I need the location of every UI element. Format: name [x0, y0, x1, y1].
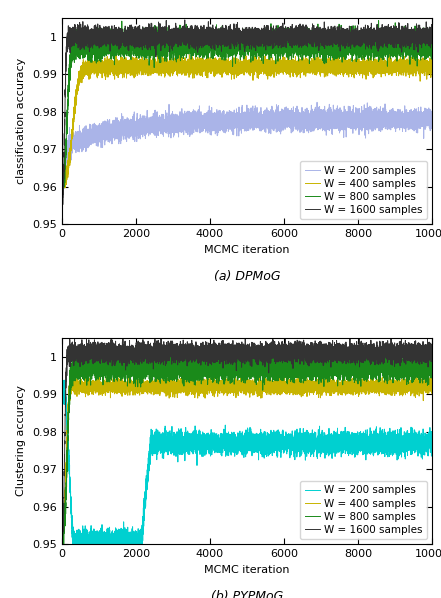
W = 800 samples	[240, 47, 246, 54]
Line: W = 400 samples: W = 400 samples	[62, 50, 432, 190]
W = 200 samples	[61, 176, 66, 183]
W = 400 samples	[132, 63, 137, 70]
W = 200 samples	[61, 398, 66, 405]
W = 400 samples	[81, 379, 86, 386]
W = 800 samples	[430, 373, 435, 380]
W = 400 samples	[163, 370, 168, 377]
W = 400 samples	[240, 65, 246, 72]
W = 400 samples	[61, 526, 66, 533]
W = 1600 samples	[75, 345, 80, 352]
W = 800 samples	[132, 365, 137, 372]
W = 800 samples	[430, 42, 435, 49]
W = 1600 samples	[430, 353, 435, 361]
W = 1600 samples	[410, 342, 415, 349]
W = 1600 samples	[240, 359, 246, 367]
Line: W = 800 samples: W = 800 samples	[62, 347, 432, 549]
W = 200 samples	[240, 114, 246, 121]
Legend: W = 200 samples, W = 400 samples, W = 800 samples, W = 1600 samples: W = 200 samples, W = 400 samples, W = 80…	[300, 481, 427, 539]
W = 400 samples	[60, 536, 66, 544]
W = 400 samples	[81, 65, 86, 72]
Text: (a) DPMoG: (a) DPMoG	[214, 270, 280, 283]
Line: W = 200 samples: W = 200 samples	[62, 380, 432, 556]
W = 1600 samples	[81, 37, 86, 44]
W = 200 samples	[430, 112, 435, 120]
W = 800 samples	[59, 178, 64, 185]
Line: W = 200 samples: W = 200 samples	[62, 102, 432, 205]
W = 200 samples	[240, 434, 246, 441]
W = 1600 samples	[132, 347, 137, 355]
Y-axis label: Clustering accuracy: Clustering accuracy	[16, 386, 26, 496]
Line: W = 400 samples: W = 400 samples	[62, 374, 432, 540]
W = 200 samples	[81, 133, 86, 141]
W = 1600 samples	[61, 170, 66, 178]
W = 200 samples	[112, 553, 117, 560]
W = 400 samples	[276, 46, 281, 53]
W = 1600 samples	[61, 502, 66, 509]
W = 800 samples	[410, 370, 415, 377]
W = 200 samples	[410, 108, 415, 115]
W = 800 samples	[59, 534, 64, 541]
Line: W = 1600 samples: W = 1600 samples	[62, 336, 432, 548]
W = 800 samples	[75, 39, 80, 46]
W = 800 samples	[240, 365, 246, 372]
W = 800 samples	[60, 192, 65, 199]
W = 200 samples	[132, 122, 137, 129]
Legend: W = 200 samples, W = 400 samples, W = 800 samples, W = 1600 samples: W = 200 samples, W = 400 samples, W = 80…	[300, 161, 427, 219]
W = 400 samples	[430, 383, 435, 390]
W = 1600 samples	[132, 36, 137, 43]
W = 800 samples	[61, 178, 66, 185]
Line: W = 1600 samples: W = 1600 samples	[62, 20, 432, 213]
W = 400 samples	[132, 386, 137, 393]
W = 400 samples	[59, 533, 64, 541]
W = 400 samples	[75, 87, 80, 94]
W = 1600 samples	[59, 208, 64, 215]
W = 200 samples	[132, 536, 137, 543]
X-axis label: MCMC iteration: MCMC iteration	[204, 565, 290, 575]
W = 400 samples	[430, 69, 435, 77]
W = 1600 samples	[60, 544, 65, 551]
W = 800 samples	[132, 43, 137, 50]
W = 400 samples	[60, 187, 66, 194]
W = 400 samples	[75, 382, 80, 389]
X-axis label: MCMC iteration: MCMC iteration	[204, 245, 290, 255]
W = 400 samples	[410, 385, 415, 392]
W = 800 samples	[376, 17, 381, 25]
W = 200 samples	[75, 536, 80, 543]
W = 800 samples	[61, 519, 66, 526]
W = 200 samples	[430, 431, 435, 438]
W = 800 samples	[410, 36, 415, 43]
W = 800 samples	[75, 366, 80, 373]
Y-axis label: classification accuracy: classification accuracy	[16, 58, 26, 184]
W = 200 samples	[62, 377, 67, 384]
W = 400 samples	[59, 183, 64, 190]
W = 400 samples	[240, 380, 246, 388]
W = 1600 samples	[410, 28, 415, 35]
W = 200 samples	[314, 99, 320, 106]
W = 800 samples	[81, 40, 86, 47]
W = 1600 samples	[60, 209, 65, 216]
Text: (b) PYPMoG: (b) PYPMoG	[211, 590, 283, 598]
W = 1600 samples	[81, 344, 86, 352]
W = 800 samples	[81, 359, 86, 367]
W = 200 samples	[59, 199, 64, 206]
W = 800 samples	[60, 545, 65, 553]
W = 200 samples	[75, 142, 80, 149]
W = 400 samples	[410, 63, 415, 71]
W = 200 samples	[59, 201, 64, 208]
W = 400 samples	[61, 176, 66, 184]
W = 800 samples	[416, 343, 422, 350]
W = 200 samples	[81, 538, 86, 545]
W = 1600 samples	[59, 532, 64, 539]
W = 1600 samples	[182, 16, 187, 23]
W = 1600 samples	[158, 332, 164, 340]
W = 1600 samples	[75, 29, 80, 36]
Line: W = 800 samples: W = 800 samples	[62, 21, 432, 196]
W = 1600 samples	[430, 32, 435, 39]
W = 1600 samples	[240, 29, 246, 36]
W = 200 samples	[410, 429, 415, 436]
W = 200 samples	[59, 393, 64, 400]
